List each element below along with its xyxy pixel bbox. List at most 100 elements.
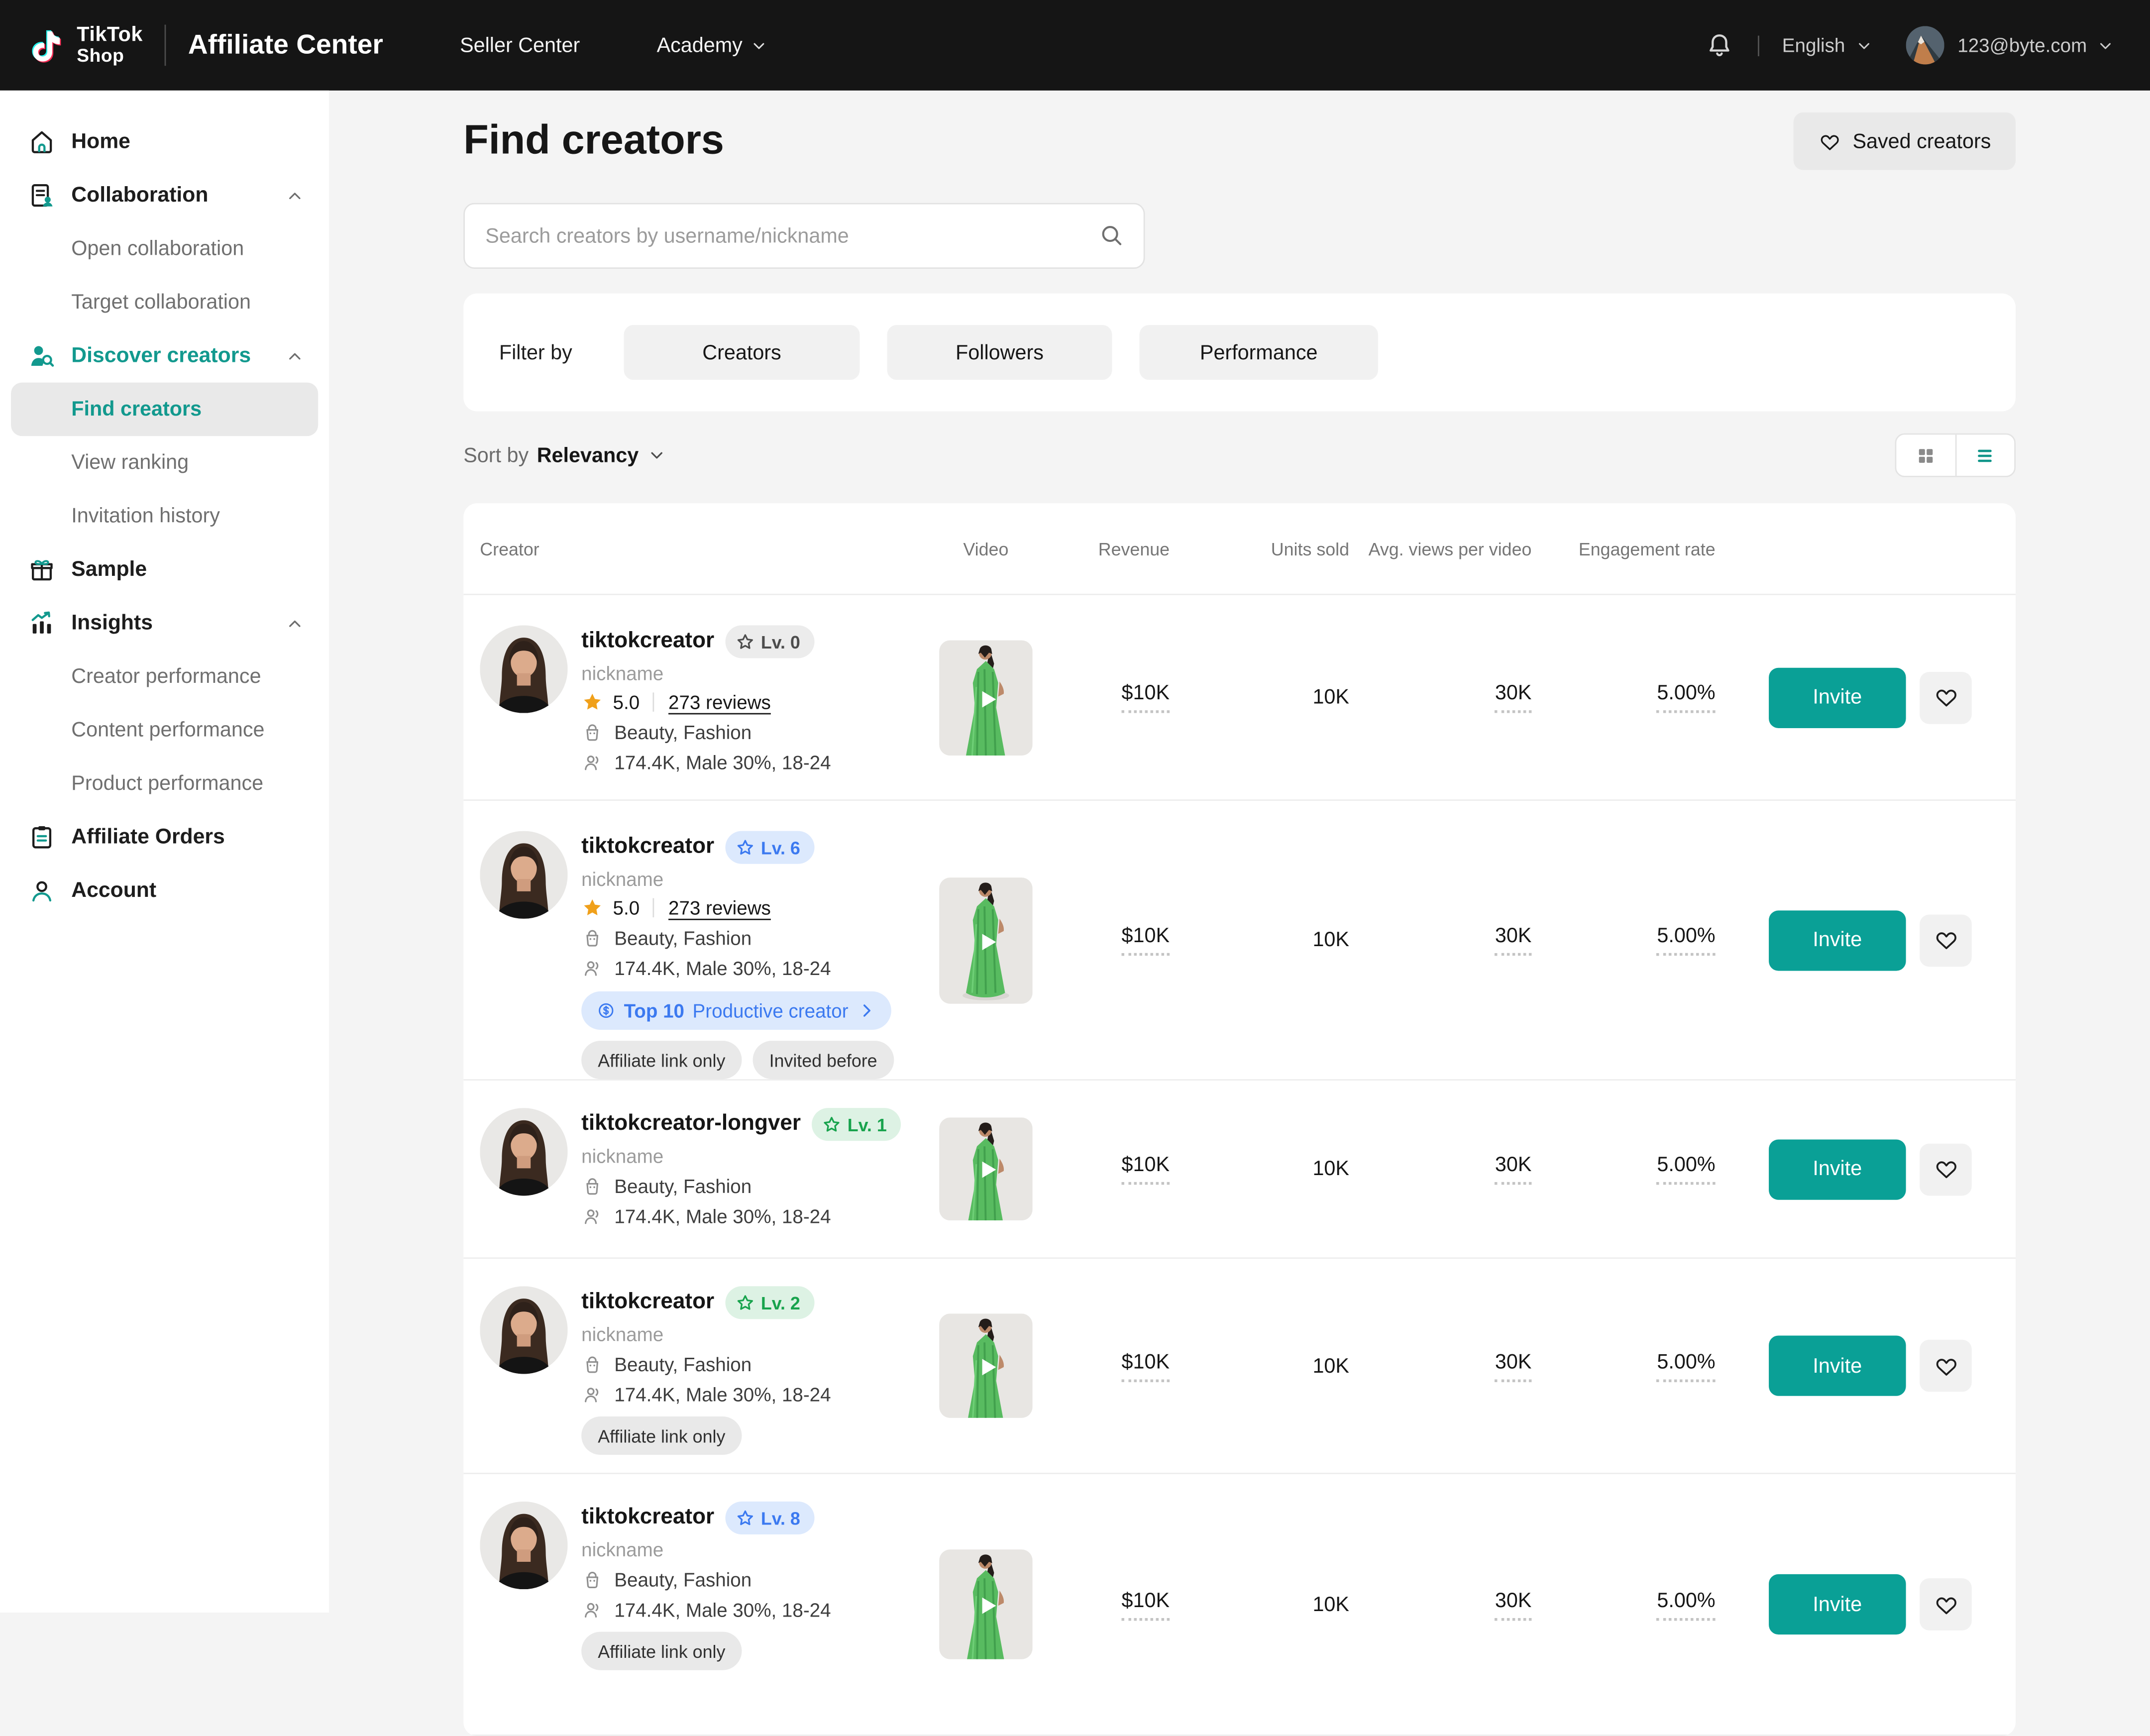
video-thumbnail[interactable] [939, 640, 1033, 755]
filter-panel: Filter by Creators Followers Performance [463, 293, 2016, 412]
mountain-photo [1906, 26, 1944, 64]
language-selector[interactable]: English [1782, 34, 1873, 56]
sidebar-item-collaboration[interactable]: Collaboration [0, 169, 329, 222]
video-thumbnail[interactable] [939, 1313, 1033, 1418]
creator-username[interactable]: tiktokcreator [581, 835, 715, 859]
units-sold-value: 10K [1312, 928, 1350, 952]
tiktok-shop-logo[interactable]: TikTok Shop [27, 25, 143, 66]
invite-button[interactable]: Invite [1769, 910, 1906, 971]
creator-username[interactable]: tiktokcreator [581, 629, 715, 653]
filter-button-followers[interactable]: Followers [887, 325, 1112, 380]
video-thumbnail[interactable] [939, 1117, 1033, 1221]
engagement-rate-value: 5.00% [1657, 1589, 1716, 1621]
reviews-link[interactable]: 273 reviews [668, 896, 771, 919]
engagement-rate-value: 5.00% [1657, 681, 1716, 713]
reviews-link[interactable]: 273 reviews [668, 691, 771, 713]
audience-icon [581, 1205, 603, 1227]
sidebar-item-content-performance[interactable]: Content performance [71, 718, 265, 742]
favorite-button[interactable] [1920, 671, 1972, 724]
sidebar-item-find-creators[interactable]: Find creators [11, 382, 319, 436]
audience-icon [581, 752, 603, 773]
sidebar-item-invitation-history[interactable]: Invitation history [71, 504, 220, 528]
creator-avatar[interactable] [480, 1108, 567, 1195]
invite-button[interactable]: Invite [1769, 1139, 1906, 1199]
shopping-bag-icon [581, 1569, 603, 1591]
creator-username[interactable]: tiktokcreator-longver [581, 1112, 801, 1136]
sidebar-item-target-collaboration[interactable]: Target collaboration [71, 291, 251, 314]
creator-username[interactable]: tiktokcreator [581, 1290, 715, 1314]
page-title: Find creators [463, 117, 724, 163]
level-star-icon [735, 1293, 755, 1313]
creator-audience: 174.4K, Male 30%, 18-24 [614, 751, 831, 773]
tag-invited-before: Invited before [752, 1041, 894, 1080]
creator-categories: Beauty, Fashion [614, 1175, 752, 1197]
notifications-bell-icon[interactable] [1704, 30, 1734, 61]
video-thumbnail[interactable] [939, 1549, 1033, 1659]
account-avatar[interactable] [1906, 26, 1944, 64]
creator-avatar[interactable] [480, 625, 567, 713]
invite-button[interactable]: Invite [1769, 1574, 1906, 1635]
main-content: Find creators Saved creators Filter by C… [329, 91, 2150, 1736]
video-thumbnail[interactable] [939, 876, 1033, 1003]
invite-button[interactable]: Invite [1769, 1335, 1906, 1396]
column-header-avg-views: Avg. views per video [1368, 538, 1532, 559]
sidebar-item-home[interactable]: Home [0, 115, 329, 168]
heart-icon [1933, 684, 1958, 710]
search-icon[interactable] [1097, 221, 1126, 250]
portrait-photo [480, 831, 567, 919]
creator-nickname: nickname [581, 868, 664, 890]
creator-username[interactable]: tiktokcreator [581, 1506, 715, 1529]
nav-link-seller-center[interactable]: Seller Center [460, 33, 580, 57]
favorite-button[interactable] [1920, 1339, 1972, 1392]
saved-creators-button[interactable]: Saved creators [1793, 112, 2016, 170]
filter-button-performance[interactable]: Performance [1139, 325, 1378, 380]
sidebar-item-insights[interactable]: Insights [0, 596, 329, 650]
sidebar-item-open-collaboration[interactable]: Open collaboration [71, 237, 244, 261]
top-creator-highlight[interactable]: Top 10 Productive creator [581, 991, 891, 1030]
creator-avatar[interactable] [480, 1286, 567, 1374]
sidebar-item-account[interactable]: Account [0, 864, 329, 917]
sidebar-item-discover-creators[interactable]: Discover creators [0, 329, 329, 382]
creator-level-badge: Lv. 8 [725, 1501, 814, 1534]
creator-avatar[interactable] [480, 1502, 567, 1589]
favorite-button[interactable] [1920, 1578, 1972, 1630]
column-header-revenue: Revenue [1098, 538, 1170, 559]
discover-creators-icon [27, 341, 56, 370]
tiktok-shop-wordmark: TikTok Shop [77, 23, 143, 66]
sidebar-item-product-performance[interactable]: Product performance [71, 772, 264, 795]
play-icon [972, 1352, 1002, 1383]
level-star-icon [821, 1114, 842, 1135]
chevron-right-icon [857, 1001, 876, 1020]
favorite-button[interactable] [1920, 1143, 1972, 1195]
creator-level-badge: Lv. 6 [725, 831, 814, 864]
clipboard-icon [27, 823, 56, 852]
filter-button-creators[interactable]: Creators [624, 325, 860, 380]
account-menu[interactable]: 123@byte.com [1944, 34, 2115, 56]
dollar-circle-icon [596, 1001, 616, 1020]
gift-icon [27, 555, 56, 584]
grid-view-button[interactable] [1896, 434, 1954, 476]
bar-chart-icon [27, 609, 56, 638]
shopping-bag-icon [581, 927, 603, 949]
sort-by-dropdown[interactable]: Sort by Relevancy [463, 443, 666, 467]
sidebar-item-creator-performance[interactable]: Creator performance [71, 665, 261, 689]
play-icon [972, 683, 1002, 714]
collaboration-icon [27, 181, 56, 210]
portrait-photo [480, 1286, 567, 1374]
sidebar-item-sample[interactable]: Sample [0, 543, 329, 596]
creator-categories: Beauty, Fashion [614, 1568, 752, 1591]
list-view-button[interactable] [1954, 434, 2014, 476]
favorite-button[interactable] [1920, 914, 1972, 966]
creator-audience: 174.4K, Male 30%, 18-24 [614, 957, 831, 979]
chevron-up-icon [285, 614, 305, 633]
play-icon [972, 1591, 1002, 1621]
creator-avatar[interactable] [480, 831, 567, 919]
column-header-video: Video [963, 538, 1009, 559]
sidebar-item-affiliate-orders[interactable]: Affiliate Orders [0, 810, 329, 864]
nav-link-academy[interactable]: Academy [657, 33, 769, 57]
search-input[interactable] [463, 203, 1145, 269]
sidebar-item-view-ranking[interactable]: View ranking [71, 451, 189, 475]
invite-button[interactable]: Invite [1769, 667, 1906, 728]
search-bar [463, 203, 1145, 269]
column-header-units-sold: Units sold [1271, 538, 1350, 559]
